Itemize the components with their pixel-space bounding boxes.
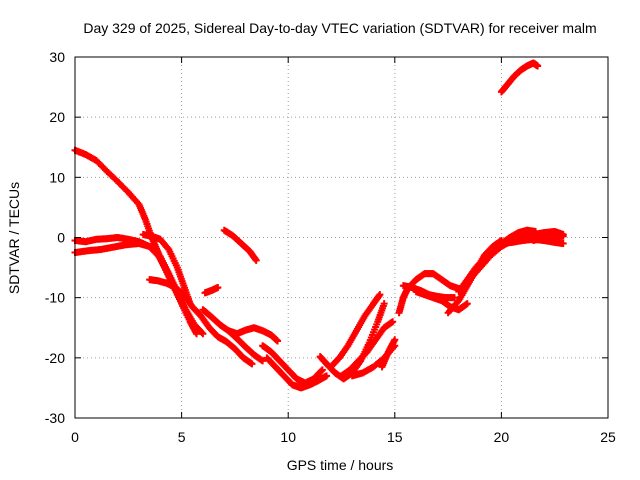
x-tick-label: 20 (494, 429, 510, 445)
series-arc-6 (201, 283, 222, 297)
x-tick-label: 15 (387, 429, 403, 445)
data-point (274, 337, 282, 345)
data-point (259, 357, 267, 365)
data-point (534, 62, 542, 70)
data-point (252, 256, 260, 264)
data-point (164, 244, 172, 252)
data-point (559, 232, 567, 240)
data-point (391, 336, 399, 344)
x-axis-label: GPS time / hours (287, 457, 394, 473)
y-tick-label: -20 (45, 350, 65, 366)
series-arc-14 (338, 318, 397, 380)
series-arc-5 (146, 276, 256, 368)
data-point (389, 318, 397, 326)
y-tick-label: 0 (57, 230, 65, 246)
x-tick-label: 0 (71, 429, 79, 445)
data-point (376, 291, 384, 299)
data-point (559, 240, 567, 248)
data-point (323, 372, 331, 380)
x-tick-label: 25 (600, 429, 616, 445)
y-tick-label: 30 (49, 49, 65, 65)
series-arc-9 (220, 226, 260, 264)
series-arc-8 (225, 324, 282, 345)
data-point (450, 294, 458, 302)
y-axis-label: SDTVAR / TECUs (6, 182, 22, 294)
axis-ticks: 0 5 10 15 20 25 -30 -20 -10 0 10 20 30 (45, 49, 616, 445)
data-point (463, 300, 471, 308)
y-tick-label: -30 (45, 410, 65, 426)
data-point (214, 283, 222, 291)
series-arc-11 (263, 354, 331, 392)
y-tick-label: -10 (45, 290, 65, 306)
series-arc-25 (497, 59, 542, 96)
x-tick-label: 10 (280, 429, 296, 445)
data-point (199, 330, 207, 338)
y-tick-label: 20 (49, 109, 65, 125)
data-point (317, 367, 325, 375)
data-point (248, 360, 256, 368)
data-point (198, 329, 206, 337)
data-point (318, 366, 326, 374)
series-arc-13 (327, 291, 384, 371)
y-tick-label: 10 (49, 169, 65, 185)
chart-title: Day 329 of 2025, Sidereal Day-to-day VTE… (83, 20, 596, 36)
series-arc-24 (529, 232, 567, 245)
x-tick-label: 5 (178, 429, 186, 445)
data-point (180, 303, 188, 311)
series-arc-16 (378, 336, 399, 371)
data-point (380, 300, 388, 308)
data-points (71, 59, 567, 392)
